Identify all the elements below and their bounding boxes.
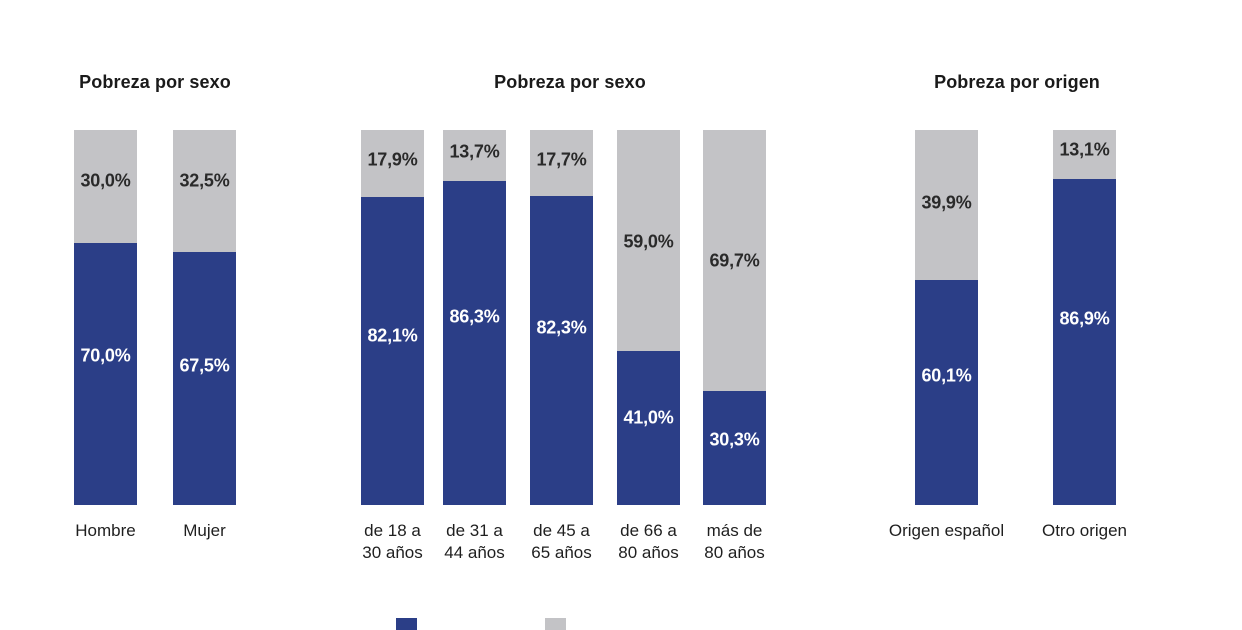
stacked-bar: 59,0% 41,0% [617, 130, 680, 505]
bar-segment-navy [617, 351, 680, 505]
navy-value-label: 60,1% [921, 365, 972, 386]
gray-series-swatch [545, 618, 566, 630]
bar-segment-gray [74, 130, 137, 243]
category-label: Otro origen [1041, 521, 1128, 540]
bar-segment-navy [361, 197, 424, 505]
navy-value-label: 67,5% [179, 355, 230, 376]
chart-title: Pobreza por sexo [79, 72, 231, 92]
gray-value-label: 17,9% [367, 149, 418, 170]
category-label: de 66 a 80 años [618, 521, 679, 562]
category-label: Hombre [75, 521, 136, 540]
stacked-bar: 13,1% 86,9% [1053, 130, 1116, 505]
bar-segment-navy [443, 181, 506, 505]
category-label: de 45 a 65 años [531, 521, 592, 562]
bar-segment-gray [361, 130, 424, 197]
bar-segment-gray [617, 130, 680, 351]
bar-segment-navy [915, 280, 978, 505]
category-label: Origen español [888, 521, 1005, 540]
navy-value-label: 86,3% [449, 306, 500, 327]
stacked-bar: 30,0% 70,0% [74, 130, 137, 505]
navy-value-label: 41,0% [623, 407, 674, 428]
bar-segment-navy [703, 391, 766, 505]
navy-value-label: 82,1% [367, 325, 418, 346]
category-label: más de 80 años [704, 521, 765, 562]
stacked-bar: 13,7% 86,3% [443, 130, 506, 505]
bar-segment-navy [74, 243, 137, 505]
bar-segment-navy [530, 196, 593, 505]
stacked-bar: 39,9% 60,1% [915, 130, 978, 505]
bar-segment-gray [915, 130, 978, 280]
navy-value-label: 30,3% [709, 429, 760, 450]
bar-segment-gray [530, 130, 593, 196]
bar-segment-gray [703, 130, 766, 391]
gray-value-label: 13,7% [449, 141, 500, 162]
bar-segment-gray [173, 130, 236, 252]
navy-value-label: 82,3% [536, 317, 587, 338]
gray-value-label: 30,0% [80, 170, 131, 191]
bar-segment-gray [443, 130, 506, 181]
gray-value-label: 13,1% [1059, 139, 1110, 160]
navy-series-swatch [396, 618, 417, 630]
gray-value-label: 69,7% [709, 250, 760, 271]
gray-value-label: 59,0% [623, 231, 674, 252]
stacked-bar: 17,9% 82,1% [361, 130, 424, 505]
category-label: Mujer [183, 521, 226, 540]
bar-segment-navy [173, 252, 236, 505]
category-label: de 31 a 44 años [444, 521, 505, 562]
gray-value-label: 17,7% [536, 149, 587, 170]
stacked-bar: 32,5% 67,5% [173, 130, 236, 505]
category-label: de 18 a 30 años [362, 521, 423, 562]
navy-value-label: 86,9% [1059, 308, 1110, 329]
gray-value-label: 39,9% [921, 192, 972, 213]
stacked-bar: 69,7% 30,3% [703, 130, 766, 505]
bar-segment-navy [1053, 179, 1116, 505]
stacked-bar: 17,7% 82,3% [530, 130, 593, 505]
chart-title: Pobreza por origen [934, 72, 1100, 92]
navy-value-label: 70,0% [80, 345, 131, 366]
gray-value-label: 32,5% [179, 170, 230, 191]
bar-segment-gray [1053, 130, 1116, 179]
chart-title: Pobreza por sexo [494, 72, 646, 92]
